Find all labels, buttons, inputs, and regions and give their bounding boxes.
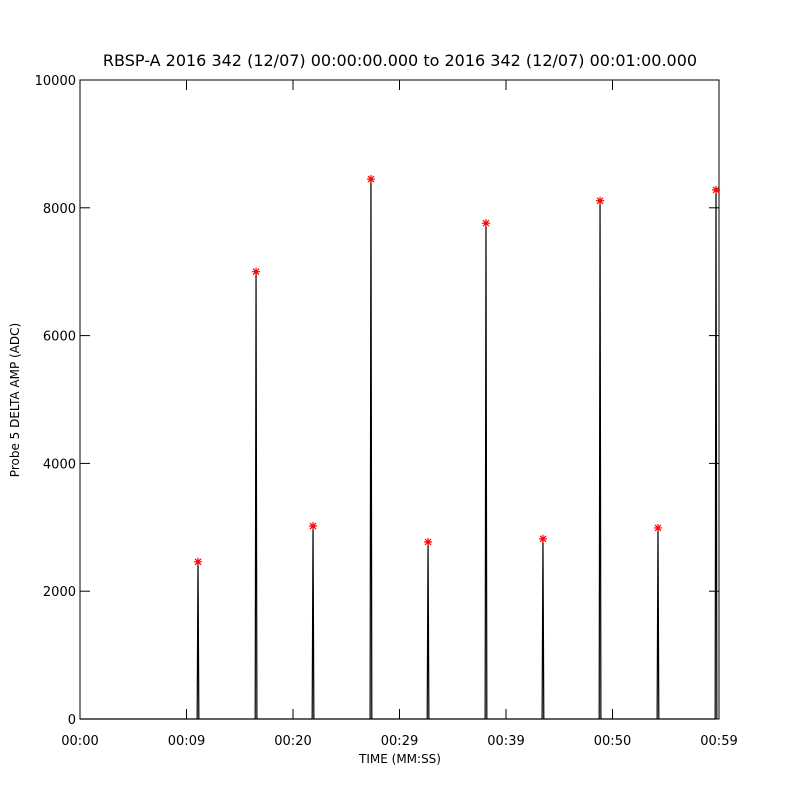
peak-marker	[366, 175, 375, 184]
y-tick-label: 2000	[43, 585, 76, 600]
peak-marker	[596, 196, 605, 205]
peak-marker	[252, 267, 261, 276]
peak-marker	[481, 219, 490, 228]
peak-marker	[712, 185, 721, 194]
x-tick-label: 00:29	[381, 734, 418, 749]
x-tick-label: 00:20	[274, 734, 311, 749]
y-tick-label: 8000	[43, 202, 76, 217]
peak-marker	[424, 537, 433, 546]
peak-marker	[309, 522, 318, 531]
x-tick-label: 00:00	[61, 734, 98, 749]
y-axis-title: Probe 5 DELTA AMP (ADC)	[8, 323, 22, 477]
peak-marker	[538, 534, 547, 543]
x-tick-label: 00:39	[487, 734, 524, 749]
chart-title: RBSP-A 2016 342 (12/07) 00:00:00.000 to …	[103, 51, 697, 70]
x-tick-label: 00:09	[168, 734, 205, 749]
peak-marker	[653, 523, 662, 532]
y-tick-label: 4000	[43, 457, 76, 472]
y-tick-label: 6000	[43, 330, 76, 345]
y-tick-label: 0	[68, 713, 76, 728]
x-axis-title: TIME (MM:SS)	[358, 752, 441, 766]
peak-marker	[194, 557, 203, 566]
x-tick-label: 00:59	[700, 734, 737, 749]
y-tick-label: 10000	[35, 74, 76, 89]
x-tick-label: 00:50	[594, 734, 631, 749]
